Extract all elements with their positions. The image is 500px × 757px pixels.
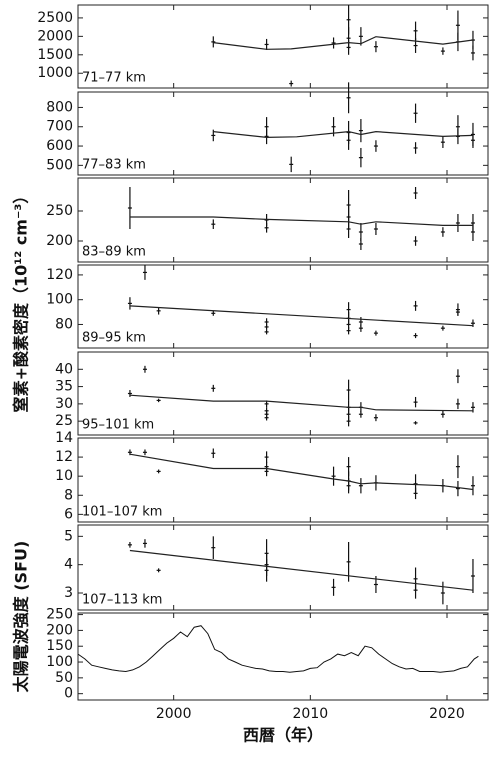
x-tick-label: 2010 <box>293 706 329 722</box>
fit-line <box>129 394 474 412</box>
y-tick-label: 8 <box>64 487 73 503</box>
x-tick-label: 2000 <box>156 706 192 722</box>
y-tick-label: 10 <box>55 468 73 484</box>
fit-line <box>129 453 474 491</box>
panel-label: 107–113 km <box>82 593 162 608</box>
y-tick-label: 150 <box>46 638 73 654</box>
y-tick-label: 250 <box>46 203 73 219</box>
panel-frame <box>77 351 489 436</box>
flux-line <box>77 625 479 673</box>
y-tick-label: 4 <box>64 557 73 573</box>
y-tick-label: 40 <box>55 361 73 377</box>
panel-label: 89–95 km <box>82 331 146 346</box>
y-tick-label: 80 <box>55 316 73 332</box>
y-tick-label: 200 <box>46 622 73 638</box>
y-tick-label: 25 <box>55 413 73 429</box>
panel-frame <box>77 437 489 523</box>
y-tick-label: 0 <box>64 686 73 702</box>
panel-frame <box>77 91 489 176</box>
y-tick-label: 35 <box>55 379 73 395</box>
panel-frame <box>77 524 489 611</box>
fit-line <box>129 216 473 226</box>
y-tick-label: 100 <box>46 292 73 308</box>
panel-frame <box>77 264 489 349</box>
y-tick-label: 1500 <box>37 47 73 63</box>
y-tick-label: 500 <box>46 157 73 173</box>
y-axis-label: 太陽電波強度 (SFU) <box>12 541 31 694</box>
x-axis-label: 西暦（年） <box>243 726 323 745</box>
y-tick-label: 14 <box>55 430 73 446</box>
fit-line <box>213 36 474 50</box>
panel-label: 77–83 km <box>82 158 146 173</box>
panel-label: 71–77 km <box>82 71 146 86</box>
panel-label: 83–89 km <box>82 245 146 260</box>
y-tick-label: 50 <box>55 670 73 686</box>
x-tick-label: 2020 <box>429 706 465 722</box>
panel-frame <box>77 177 489 263</box>
y-tick-label: 700 <box>46 119 73 135</box>
y-tick-label: 120 <box>46 267 73 283</box>
y-tick-label: 600 <box>46 138 73 154</box>
fit-line <box>213 130 474 139</box>
y-tick-label: 200 <box>46 233 73 249</box>
panel-frame <box>77 612 489 701</box>
fit-line <box>129 305 474 327</box>
y-tick-label: 250 <box>46 607 73 623</box>
y-tick-label: 6 <box>64 506 73 522</box>
panel-frame <box>77 4 489 89</box>
fit-line <box>129 549 474 591</box>
y-tick-label: 2000 <box>37 28 73 44</box>
y-tick-label: 800 <box>46 99 73 115</box>
y-tick-label: 12 <box>55 449 73 465</box>
panel-label: 95–101 km <box>82 418 154 433</box>
panel-label: 101–107 km <box>82 505 162 520</box>
y-axis-label: 窒素+酸素密度（10¹² cm⁻³） <box>12 188 31 413</box>
y-tick-label: 3 <box>64 585 73 601</box>
y-tick-label: 100 <box>46 654 73 670</box>
y-tick-label: 2500 <box>37 10 73 26</box>
y-tick-label: 1000 <box>37 65 73 81</box>
y-tick-label: 5 <box>64 528 73 544</box>
y-tick-label: 30 <box>55 396 73 412</box>
